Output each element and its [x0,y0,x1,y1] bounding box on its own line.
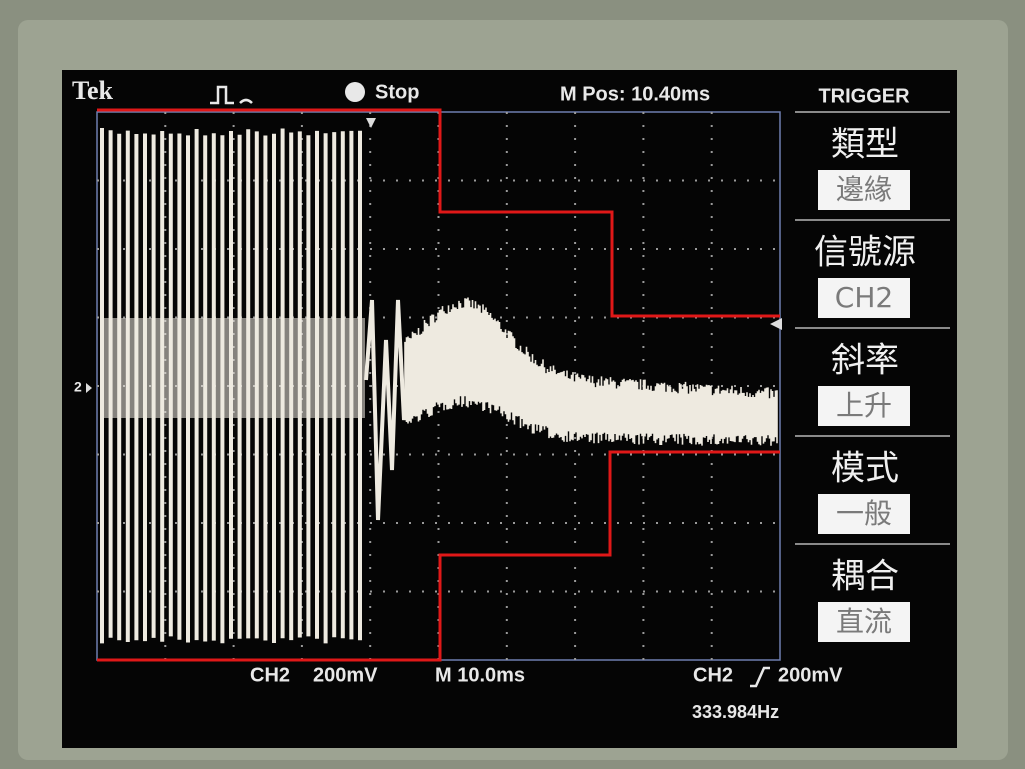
channel-marker-arrow [86,383,92,393]
menu-option: 邊緣 [836,173,892,206]
menu-label: 信號源 [814,233,916,273]
status: Stop [375,81,419,103]
menu-title: TRIGGER [818,85,910,107]
menu-label: 模式 [831,449,899,489]
menu-option-box [818,278,910,318]
channel-marker: 2 [74,379,82,395]
menu-option: 一般 [836,497,892,530]
menu-label: 耦合 [831,557,899,597]
scale: 200mV [313,664,378,686]
status-icon [345,82,365,102]
waveform [100,128,778,644]
brand: Tek [72,76,113,105]
acquire-icon [210,85,253,105]
menu-option-box [818,494,910,534]
trigger-position-marker [366,118,376,128]
menu-label: 類型 [831,125,899,165]
timebase: M 10.0ms [435,664,525,686]
menu-option: 直流 [836,605,892,638]
menu-label: 斜率 [831,341,899,381]
trigger-limit-upper [97,108,780,318]
trigger-level-marker [770,318,782,330]
channel: CH2 [250,664,290,686]
frequency: 333.984Hz [692,702,779,722]
slope-icon [750,666,770,688]
trigger-limit-lower [97,450,780,662]
noise-band [404,297,778,446]
position: M Pos: 10.40ms [560,83,710,105]
menu-option: 上升 [836,389,892,422]
menu-option-box [818,602,910,642]
menu-option-box [818,170,910,210]
menu-option-box [818,386,910,426]
trigger-source: CH2 [693,664,733,686]
menu-option: CH2 [835,281,893,314]
trigger-level: 200mV [778,664,843,686]
burst-band [100,318,365,418]
